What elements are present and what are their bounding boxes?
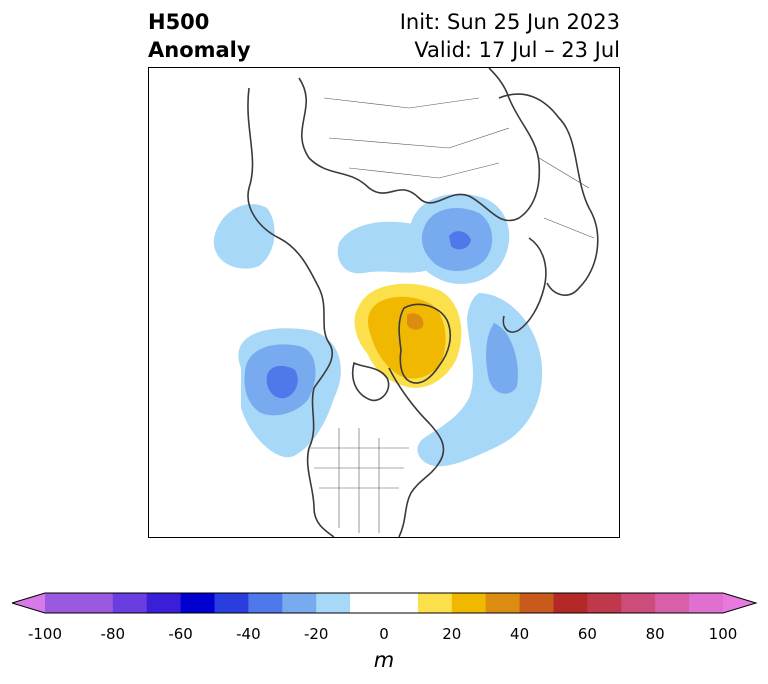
date-info: Init: Sun 25 Jun 2023 Valid: 17 Jul – 23… [400,8,620,64]
outline-north-america-west [306,387,335,537]
colorbar-bin-7 [282,593,317,613]
colorbar-tick-label: 80 [645,625,665,643]
colorbar-bin-9 [350,593,419,613]
colorbar-bin-5 [214,593,249,613]
colorbar-bin-18 [689,593,724,613]
colorbar-bin-16 [621,593,656,613]
colorbar-bin-15 [587,593,622,613]
valid-date: Valid: 17 Jul – 23 Jul [414,38,620,62]
outline-europe [502,237,547,333]
outline-eurasia [298,68,541,222]
anomaly-contours [213,193,543,467]
colorbar-tick-label: 100 [708,625,738,643]
contour-pacific-inner [266,365,298,399]
chart-title: H500 Anomaly [148,8,251,64]
colorbar-bin-11 [451,593,487,613]
colorbar-bin-12 [485,593,521,613]
colorbar-tick-label: 0 [379,625,389,643]
colorbar-bin-3 [146,593,182,613]
colorbar-bin-0 [45,593,80,613]
colorbar-bins [45,593,724,613]
colorbar [11,592,758,614]
contour-atlantic-mid [486,323,518,394]
outline-greenland [398,303,451,384]
colorbar-outline [11,592,758,614]
outline-hudson-bay [352,362,390,402]
colorbar-tick-label: -80 [100,625,126,643]
colorbar-bin-4 [180,593,215,613]
colorbar-tick-label: -20 [303,625,329,643]
init-date: Init: Sun 25 Jun 2023 [399,10,620,34]
title-line-2: Anomaly [148,38,251,62]
colorbar-tick-label: 40 [510,625,530,643]
colorbar-bin-13 [519,593,554,613]
contour-ridge-mid [368,296,446,379]
colorbar-tick-label: -60 [168,625,193,643]
political-borders [309,97,595,533]
colorbar-tick-label: -100 [27,625,63,643]
colorbar-low-extend [12,593,45,613]
contour-alaska [213,204,275,269]
colorbar-bin-8 [316,593,351,613]
anomaly-map [148,67,620,538]
outline-asia-east [498,93,599,296]
colorbar-bin-17 [655,593,690,613]
land-outlines [247,68,599,537]
colorbar-tick-label: 20 [442,625,462,643]
outline-north-america-east [388,367,445,537]
colorbar-bin-6 [248,593,283,613]
colorbar-bin-1 [78,593,114,613]
contour-siberia-inner [449,231,471,250]
colorbar-tick-label: -40 [236,625,261,643]
colorbar-bin-14 [553,593,588,613]
colorbar-bin-10 [417,593,453,613]
title-line-1: H500 [148,10,210,34]
map-svg [213,68,599,537]
colorbar-unit-label: m [373,648,395,672]
contour-ridge-inner [407,313,424,330]
outline-alaska-canada [247,87,334,389]
colorbar-high-extend [723,593,756,613]
contour-atlantic-outer [417,293,543,467]
colorbar-tick-label: 60 [577,625,597,643]
colorbar-bin-2 [112,593,148,613]
